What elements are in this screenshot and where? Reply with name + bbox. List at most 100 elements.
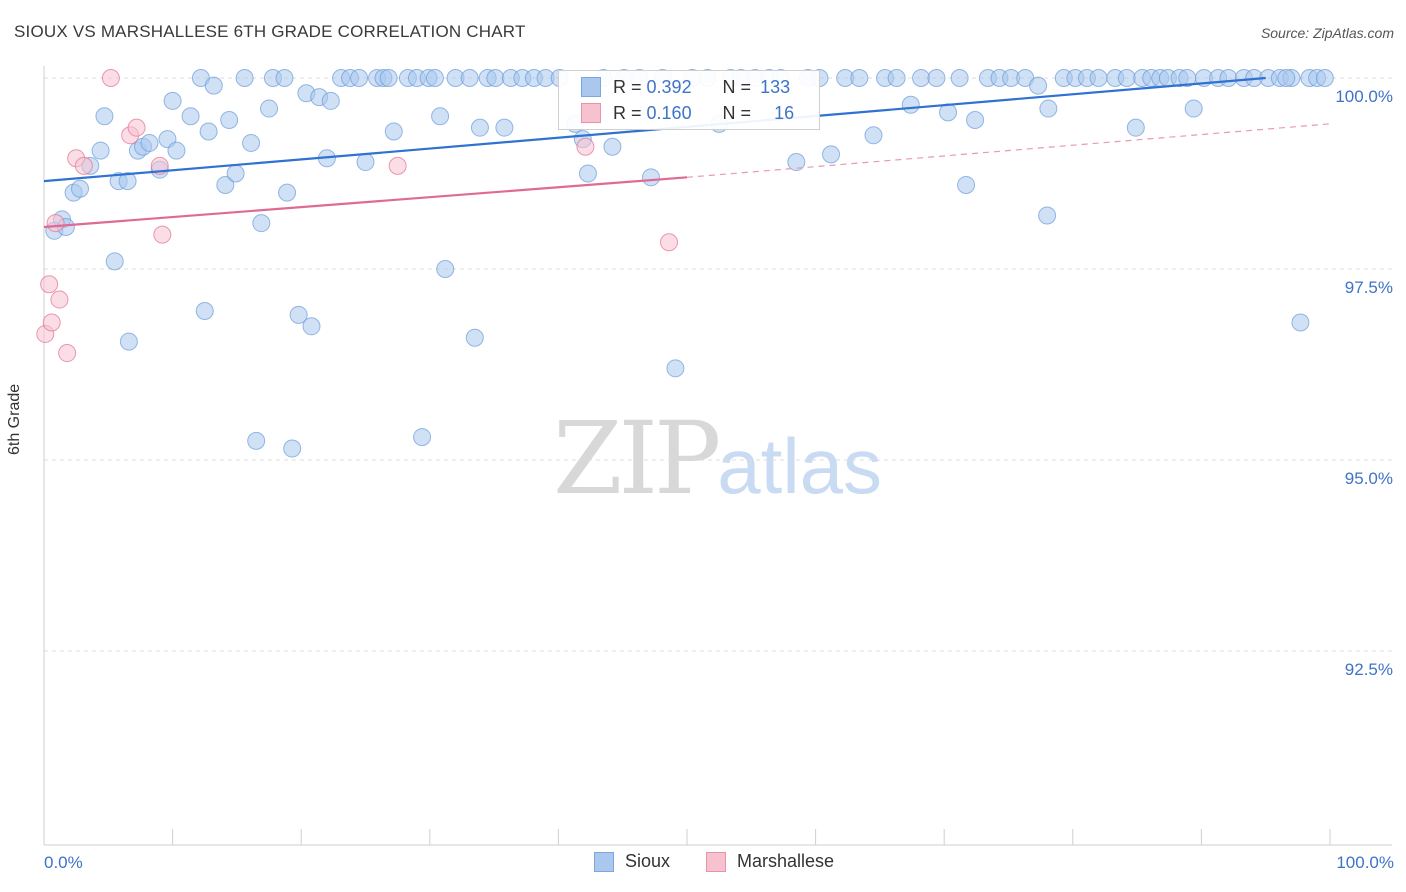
marshallese-trend-line-extension bbox=[686, 123, 1331, 178]
sioux-point bbox=[1117, 69, 1136, 87]
marshallese-point bbox=[153, 225, 172, 244]
sioux-point bbox=[384, 122, 403, 141]
sioux-point bbox=[167, 141, 186, 160]
watermark-atlas: atlas bbox=[717, 422, 883, 510]
x-tick-max: 100.0% bbox=[1336, 853, 1394, 872]
sioux-point bbox=[195, 302, 214, 321]
marshallese-point bbox=[101, 69, 120, 87]
sioux-point bbox=[864, 126, 883, 145]
sioux-point bbox=[460, 69, 479, 87]
marshallese-point bbox=[40, 275, 59, 294]
sioux-point bbox=[603, 137, 622, 156]
sioux-point bbox=[252, 214, 271, 233]
sioux-point bbox=[425, 69, 444, 87]
sioux-point bbox=[204, 76, 223, 95]
marshallese-legend-swatch bbox=[706, 851, 726, 872]
sioux-point bbox=[495, 118, 514, 137]
marshallese-r-value: 0.160 bbox=[646, 102, 692, 123]
n-label: N = bbox=[722, 102, 752, 123]
sioux-point bbox=[578, 164, 597, 183]
sioux-point bbox=[1291, 313, 1310, 332]
sioux-point bbox=[939, 103, 958, 122]
marshallese-trend-line bbox=[43, 176, 688, 229]
sioux-r-value: 0.392 bbox=[646, 76, 692, 97]
watermark-zip: ZIP bbox=[553, 400, 721, 517]
sioux-point bbox=[787, 153, 806, 172]
sioux-point bbox=[1184, 99, 1203, 118]
marshallese-point bbox=[42, 313, 61, 332]
marshallese-point bbox=[576, 137, 595, 156]
sioux-point bbox=[887, 69, 906, 87]
sioux-point bbox=[470, 118, 489, 137]
marshallese-n-value: 16 bbox=[774, 102, 795, 123]
y-tick-label: 92.5% bbox=[1344, 660, 1393, 679]
sioux-point bbox=[181, 107, 200, 126]
sioux-point bbox=[119, 332, 138, 351]
sioux-point bbox=[927, 69, 946, 87]
sioux-point bbox=[641, 168, 660, 187]
sioux-point bbox=[199, 122, 218, 141]
sioux-point bbox=[822, 145, 841, 164]
sioux-point bbox=[850, 69, 869, 87]
marshallese-swatch bbox=[581, 103, 601, 123]
sioux-point bbox=[1029, 76, 1048, 95]
sioux-legend-label: Sioux bbox=[625, 851, 671, 871]
y-tick-label: 100.0% bbox=[1335, 87, 1393, 106]
watermark: ZIPatlas bbox=[553, 400, 882, 517]
sioux-point bbox=[957, 175, 976, 194]
sioux-point bbox=[413, 428, 432, 447]
sioux-point bbox=[91, 141, 110, 160]
marshallese-point bbox=[74, 156, 93, 175]
sioux-point bbox=[436, 260, 455, 278]
sioux-point bbox=[242, 133, 261, 152]
sioux-point bbox=[260, 99, 279, 118]
x-tick-min: 0.0% bbox=[44, 853, 83, 872]
marshallese-point bbox=[388, 156, 407, 175]
sioux-point bbox=[1089, 69, 1108, 87]
sioux-n-value: 133 bbox=[760, 76, 791, 97]
sioux-point bbox=[486, 69, 505, 87]
sioux-point bbox=[950, 69, 969, 87]
sioux-point bbox=[283, 439, 302, 458]
sioux-point bbox=[247, 431, 266, 450]
sioux-point bbox=[321, 91, 340, 110]
sioux-point bbox=[356, 153, 375, 172]
sioux-point bbox=[350, 69, 369, 87]
marshallese-point bbox=[46, 214, 65, 233]
sioux-point bbox=[118, 172, 137, 191]
y-tick-label: 97.5% bbox=[1344, 278, 1393, 297]
sioux-swatch bbox=[581, 77, 601, 97]
sioux-point bbox=[1277, 69, 1296, 87]
sioux-point bbox=[1126, 118, 1145, 137]
sioux-point bbox=[666, 359, 685, 378]
legend-item-marshallese[interactable]: Marshallese bbox=[706, 851, 834, 872]
sioux-point bbox=[1038, 206, 1057, 225]
sioux-point bbox=[275, 69, 294, 87]
sioux-point bbox=[901, 95, 920, 114]
sioux-point bbox=[163, 91, 182, 110]
sioux-point bbox=[216, 175, 235, 194]
y-tick-label: 95.0% bbox=[1344, 469, 1393, 488]
sioux-point bbox=[140, 133, 159, 152]
r-label: R = bbox=[613, 102, 642, 123]
sioux-point bbox=[226, 164, 245, 183]
n-label: N = bbox=[722, 76, 752, 97]
sioux-point bbox=[220, 111, 239, 130]
sioux-point bbox=[71, 179, 90, 198]
y-axis-label: 6th Grade bbox=[6, 383, 23, 455]
sioux-point bbox=[1219, 69, 1238, 87]
sioux-point bbox=[302, 317, 321, 336]
legend-item-sioux[interactable]: Sioux bbox=[594, 851, 670, 872]
sioux-legend-swatch bbox=[594, 851, 614, 872]
sioux-point bbox=[966, 111, 985, 130]
marshallese-legend-label: Marshallese bbox=[737, 851, 835, 871]
sioux-point bbox=[379, 69, 398, 87]
marshallese-point bbox=[58, 344, 77, 363]
sioux-point bbox=[1315, 69, 1334, 87]
sioux-point bbox=[235, 69, 254, 87]
source-credit: Source: ZipAtlas.com bbox=[1260, 25, 1394, 41]
sioux-point bbox=[1039, 99, 1058, 118]
sioux-point bbox=[95, 107, 114, 126]
legend-row-marshallese: R = 0.160 N = 16 bbox=[581, 102, 794, 124]
sioux-point bbox=[105, 252, 124, 271]
